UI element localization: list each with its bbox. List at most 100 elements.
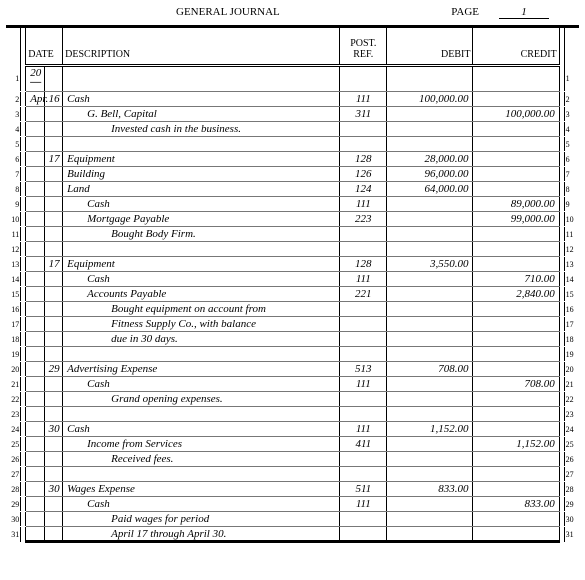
cell-day (44, 197, 62, 212)
row-number-left: 19 (6, 347, 21, 362)
cell-credit: 708.00 (473, 377, 559, 392)
cell-post-ref (340, 242, 387, 257)
journal-row: 3G. Bell, Capital311100,000.003 (6, 107, 579, 122)
journal-row: 2430Cash1111,152.0024 (6, 422, 579, 437)
cell-credit (473, 422, 559, 437)
cell-month (26, 467, 44, 482)
cell-credit (473, 182, 559, 197)
cell-debit: 3,550.00 (387, 257, 473, 272)
cell-description (63, 242, 340, 257)
cell-day (44, 407, 62, 422)
row-number-left: 2 (6, 92, 21, 107)
cell-month (26, 377, 44, 392)
cell-post-ref (340, 122, 387, 137)
cell-day (44, 242, 62, 257)
cell-credit (473, 347, 559, 362)
cell-post-ref (340, 227, 387, 242)
cell-day: 17 (44, 152, 62, 167)
cell-credit (473, 362, 559, 377)
cell-debit: 1,152.00 (387, 422, 473, 437)
cell-post-ref (340, 302, 387, 317)
cell-day (44, 182, 62, 197)
row-number-left: 29 (6, 497, 21, 512)
cell-month (26, 257, 44, 272)
cell-credit (473, 302, 559, 317)
col-credit: CREDIT (473, 27, 559, 66)
row-number-left: 31 (6, 527, 21, 542)
cell-credit (473, 407, 559, 422)
cell-debit (387, 302, 473, 317)
cell-debit (387, 212, 473, 227)
row-number-left: 27 (6, 467, 21, 482)
cell-description: Cash (63, 92, 340, 107)
cell-description: Invested cash in the business. (63, 122, 340, 137)
cell-credit (473, 317, 559, 332)
row-number-right: 8 (564, 182, 579, 197)
row-number-left: 14 (6, 272, 21, 287)
cell-credit (473, 167, 559, 182)
journal-row: 2Apr.16Cash111100,000.002 (6, 92, 579, 107)
cell-post-ref (340, 317, 387, 332)
cell-credit (473, 122, 559, 137)
cell-post-ref (340, 347, 387, 362)
cell-day (44, 272, 62, 287)
row-number-right: 15 (564, 287, 579, 302)
cell-day: 30 (44, 422, 62, 437)
journal-row: 1919 (6, 347, 579, 362)
cell-description: Cash (63, 197, 340, 212)
cell-month: Apr. (26, 92, 44, 107)
cell-debit: 64,000.00 (387, 182, 473, 197)
cell-description: Equipment (63, 152, 340, 167)
row-number-right: 3 (564, 107, 579, 122)
row-number-left: 20 (6, 362, 21, 377)
cell-post-ref: 223 (340, 212, 387, 227)
cell-description: Land (63, 182, 340, 197)
cell-month (26, 122, 44, 137)
cell-post-ref: 511 (340, 482, 387, 497)
cell-credit (473, 66, 559, 92)
col-debit: DEBIT (387, 27, 473, 66)
cell-post-ref: 126 (340, 167, 387, 182)
cell-day (44, 227, 62, 242)
row-number-right: 14 (564, 272, 579, 287)
row-number-left: 4 (6, 122, 21, 137)
row-number-right: 22 (564, 392, 579, 407)
cell-post-ref: 128 (340, 152, 387, 167)
row-number-right: 11 (564, 227, 579, 242)
journal-row: 2029Advertising Expense513708.0020 (6, 362, 579, 377)
page-indicator: PAGE 1 (451, 6, 549, 19)
row-number-left: 1 (6, 66, 21, 92)
cell-debit (387, 317, 473, 332)
cell-day (44, 332, 62, 347)
cell-day (44, 302, 62, 317)
cell-day (44, 167, 62, 182)
row-number-left: 30 (6, 512, 21, 527)
general-journal-table: DATE DESCRIPTION POST. REF. DEBIT CREDIT… (6, 25, 579, 543)
cell-credit (473, 242, 559, 257)
cell-debit: 28,000.00 (387, 152, 473, 167)
cell-debit (387, 137, 473, 152)
row-number-left: 24 (6, 422, 21, 437)
cell-description: Mortgage Payable (63, 212, 340, 227)
journal-title: GENERAL JOURNAL (176, 6, 280, 19)
cell-debit (387, 197, 473, 212)
cell-credit (473, 452, 559, 467)
cell-day (44, 317, 62, 332)
page-number: 1 (499, 6, 549, 19)
row-number-right: 21 (564, 377, 579, 392)
cell-credit: 100,000.00 (473, 107, 559, 122)
row-number-right: 4 (564, 122, 579, 137)
cell-month (26, 182, 44, 197)
journal-row: 2323 (6, 407, 579, 422)
cell-day (44, 347, 62, 362)
cell-day (44, 467, 62, 482)
cell-debit: 708.00 (387, 362, 473, 377)
cell-month (26, 362, 44, 377)
cell-debit (387, 392, 473, 407)
row-number-right: 28 (564, 482, 579, 497)
row-number-right: 10 (564, 212, 579, 227)
cell-credit (473, 332, 559, 347)
cell-post-ref: 124 (340, 182, 387, 197)
journal-row: 25Income from Services4111,152.0025 (6, 437, 579, 452)
row-number-left: 25 (6, 437, 21, 452)
